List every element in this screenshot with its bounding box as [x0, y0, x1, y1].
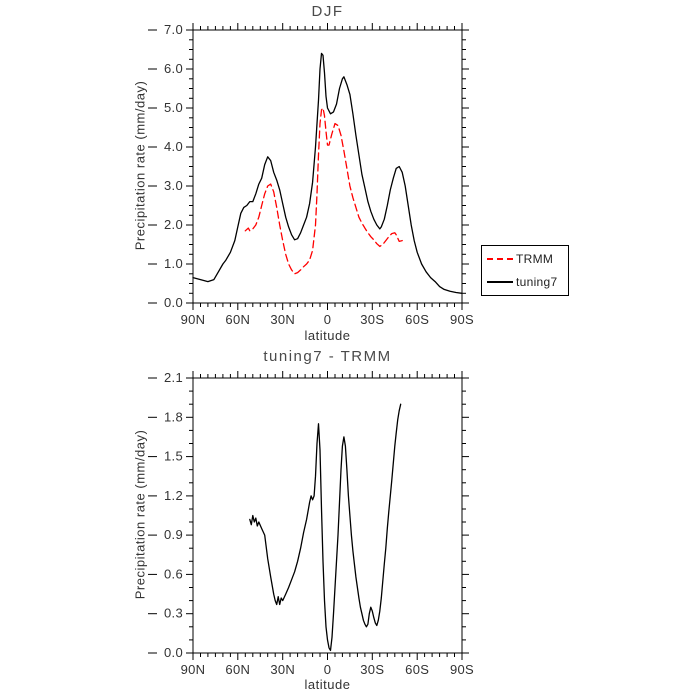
y-tick-label: 1.5	[164, 449, 183, 464]
plot-frame	[192, 377, 463, 654]
legend-entry-tuning7: tuning7	[487, 275, 563, 289]
y-tick-label: 0.6	[164, 566, 183, 581]
x-tick-label: 90N	[181, 662, 206, 677]
chart-1: 90N 60N 30N 0 30S 60S 90S 0.0 0.3 0.6 0.9 1.2 1.5 1.8…	[148, 370, 474, 677]
chart-0: 90N 60N 30N 0 30S 60S 90S 0.0 1.0 2.0 3.0 4.0 5.0 6.0…	[148, 22, 474, 327]
y-tick-label: 1.8	[164, 409, 183, 424]
trmm-dashed-line-sample	[487, 258, 513, 260]
series-line-tuning7	[192, 52, 463, 294]
y-tick-label: 0.0	[164, 645, 183, 660]
chart2-title: tuning7 - TRMM	[263, 348, 392, 365]
x-tick-label: 90N	[181, 312, 206, 327]
legend-label-trmm: TRMM	[516, 252, 554, 266]
y-tick-label: 3.0	[164, 178, 183, 193]
legend-label-tuning7: tuning7	[516, 275, 558, 289]
x-tick-label: 30S	[360, 312, 384, 327]
y-tick-label: 5.0	[164, 100, 183, 115]
chart1-title: DJF	[311, 3, 344, 20]
y-tick-label: 2.1	[164, 370, 183, 385]
y-tick-label: 0.3	[164, 606, 183, 621]
x-tick-label: 90S	[450, 312, 474, 327]
chart1-x-axis-label: latitude	[304, 328, 351, 343]
chart1-y-axis-label: Precipitation rate (mm/day)	[132, 80, 148, 251]
y-tick-label: 0.9	[164, 527, 183, 542]
legend-box: TRMM tuning7	[481, 245, 569, 296]
y-tick-label: 7.0	[164, 22, 183, 37]
y-tick-label: 1.0	[164, 256, 183, 271]
x-tick-label: 30N	[270, 662, 295, 677]
x-tick-label: 30S	[360, 662, 384, 677]
y-tick-label: 4.0	[164, 139, 183, 154]
x-tick-label: 0	[324, 312, 332, 327]
tuning7-solid-line-sample	[487, 281, 513, 283]
y-tick-label: 1.2	[164, 488, 183, 503]
x-tick-label: 60S	[405, 662, 429, 677]
series-line-tuning7-trmm	[249, 403, 402, 652]
chart2-x-axis-label: latitude	[304, 677, 351, 692]
y-tick-label: 0.0	[164, 295, 183, 310]
legend-entry-trmm: TRMM	[487, 252, 563, 266]
series-line-trmm	[244, 107, 403, 275]
x-tick-label: 30N	[270, 312, 295, 327]
x-tick-label: 0	[324, 662, 332, 677]
y-tick-label: 2.0	[164, 217, 183, 232]
x-tick-label: 60S	[405, 312, 429, 327]
x-tick-label: 90S	[450, 662, 474, 677]
y-tick-label: 6.0	[164, 61, 183, 76]
chart2-y-axis-label: Precipitation rate (mm/day)	[132, 429, 148, 600]
x-tick-label: 60N	[225, 662, 250, 677]
plot-frame	[192, 29, 463, 304]
x-tick-label: 60N	[225, 312, 250, 327]
